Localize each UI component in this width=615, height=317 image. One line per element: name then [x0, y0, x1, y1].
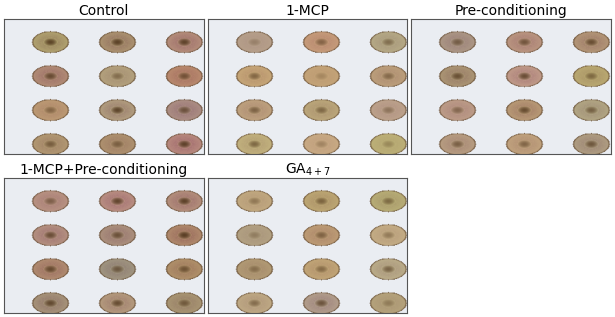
Title: 1-MCP: 1-MCP	[285, 4, 330, 18]
Title: Pre-conditioning: Pre-conditioning	[454, 4, 568, 18]
Title: 1-MCP+Pre-conditioning: 1-MCP+Pre-conditioning	[20, 163, 188, 177]
Title: GA$_{4+7}$: GA$_{4+7}$	[285, 161, 330, 178]
Title: Control: Control	[79, 4, 129, 18]
